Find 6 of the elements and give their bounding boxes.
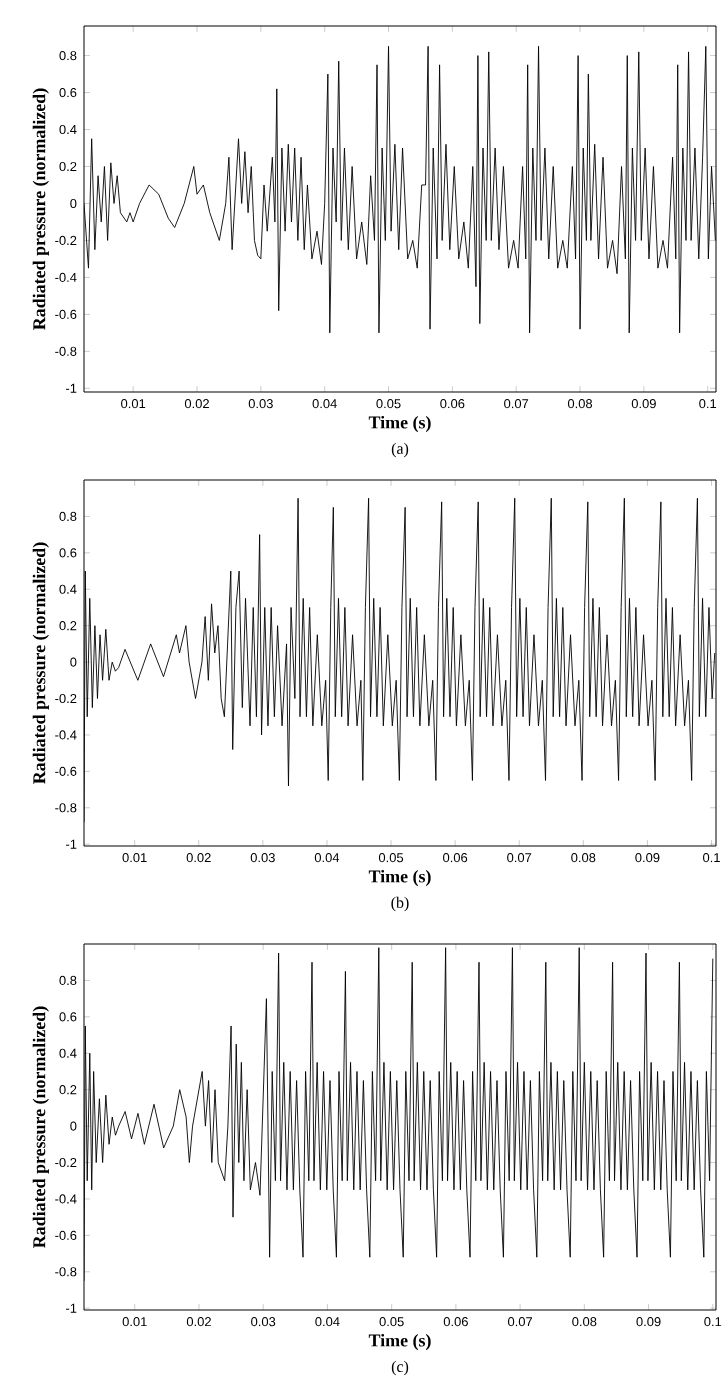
x-axis-title: Time (s): [368, 1333, 431, 1351]
x-axis-title: Time (s): [368, 869, 431, 887]
y-axis-title: Radiated pressure (normalized): [32, 88, 49, 330]
x-axis-title: Time (s): [368, 415, 431, 433]
y-axis-title: Radiated pressure (normalized): [32, 542, 49, 784]
y-axis-title: Radiated pressure (normalized): [32, 1006, 49, 1248]
